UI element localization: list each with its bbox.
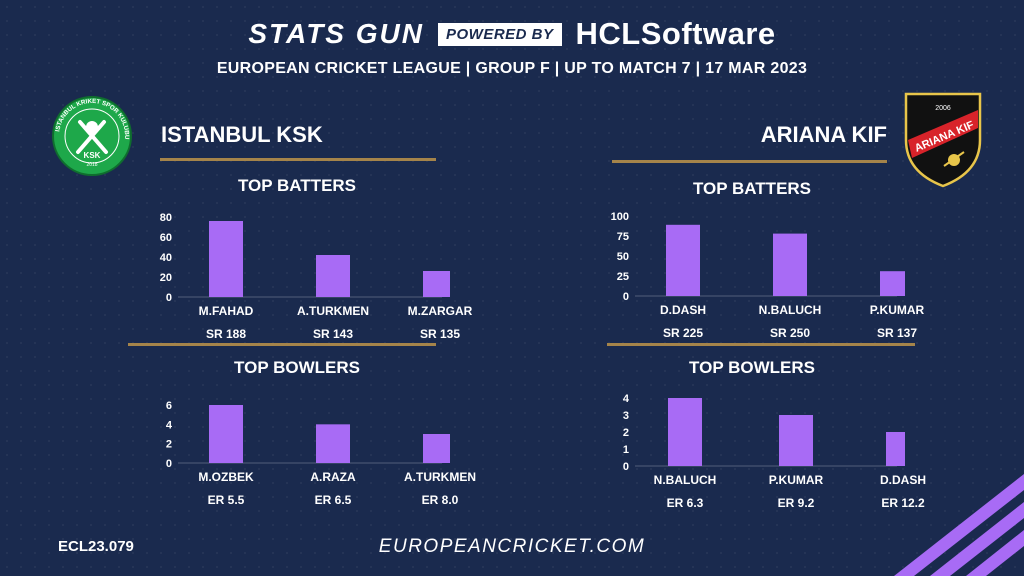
- divider-right-mid: [607, 343, 915, 346]
- chart-svg: 0 25 50 75 100: [611, 211, 914, 303]
- data-label: ER 6.3: [666, 496, 704, 510]
- header: STATS GUN POWERED BY HCLSoftware EUROPEA…: [0, 14, 1024, 78]
- bar: [779, 415, 813, 466]
- category-label: D.DASH: [879, 473, 926, 487]
- sponsor-logo-text: HCLSoftware: [575, 16, 776, 51]
- team-name-right: ARIANA KIF: [760, 122, 887, 147]
- data-label: SR 250: [769, 326, 811, 340]
- divider-left-mid: [128, 343, 436, 346]
- y-tick-label: 6: [166, 400, 172, 412]
- y-tick-label: 20: [160, 272, 172, 284]
- graphic-code: ECL23.079: [58, 538, 134, 555]
- y-tick-label: 0: [166, 458, 172, 467]
- category-label: A.TURKMEN: [297, 304, 369, 318]
- category-label: P.KUMAR: [869, 303, 925, 317]
- chart-right-bowlers: 0 1 2 3 4 N.BALUCH ER 6.3 P.KUMAR ER 9.2 D.DASH ER…: [605, 393, 926, 518]
- data-label: ER 9.2: [777, 496, 815, 510]
- section-title-left-batters: TOP BATTERS: [237, 176, 357, 195]
- divider-left-top: [160, 158, 436, 161]
- bar: [316, 424, 350, 463]
- chart-right-batters: 0 25 50 75 100 D.DASH SR 225 N.BALUCH SR 250 P.KU…: [605, 211, 925, 348]
- y-tick-label: 40: [160, 252, 172, 264]
- section-title-left-bowlers: TOP BOWLERS: [234, 358, 360, 377]
- category-label: M.ZARGAR: [407, 304, 473, 318]
- data-label: SR 143: [312, 327, 354, 341]
- y-tick-label: 25: [617, 271, 629, 283]
- y-tick-label: 0: [166, 292, 172, 301]
- y-tick-label: 4: [166, 419, 173, 431]
- y-tick-label: 60: [160, 232, 172, 244]
- bar: [209, 405, 243, 463]
- bar: [423, 434, 457, 463]
- istanbul-ksk-logo: ISTANBUL KRIKET SPOR KULUBU KSK 2018: [52, 96, 132, 176]
- decorative-stripes: [894, 474, 1024, 576]
- chart-left-batters: 0 20 40 60 80 M.FAHAD SR 188 A.TURKMEN SR 143 M.Z…: [150, 212, 473, 349]
- powered-by-badge: POWERED BY: [437, 22, 562, 46]
- y-tick-label: 100: [611, 211, 629, 223]
- category-label: N.BALUCH: [653, 473, 717, 487]
- data-label: ER 12.2: [881, 496, 925, 510]
- bar: [880, 271, 914, 296]
- y-tick-label: 80: [160, 212, 172, 224]
- brand-title: STATS GUN: [248, 18, 424, 49]
- data-label: ER 6.5: [314, 493, 352, 507]
- left-logo-year: 2018: [86, 162, 97, 168]
- website-link[interactable]: EUROPEANCRICKET.COM: [378, 536, 646, 557]
- ariana-kif-logo: 2006 ARIANA KIF: [904, 92, 982, 188]
- team-name-left: ISTANBUL KSK: [161, 122, 323, 147]
- chart-svg: 0 20 40 60 80: [160, 212, 457, 304]
- y-tick-label: 3: [623, 410, 629, 422]
- bar: [886, 432, 920, 466]
- data-label: SR 225: [662, 326, 704, 340]
- y-tick-label: 1: [623, 444, 629, 456]
- category-label: N.BALUCH: [758, 303, 822, 317]
- chart-left-bowlers: 0 2 4 6 M.OZBEK ER 5.5 A.RAZA ER 6.5 A.TURKMEN ER…: [150, 398, 476, 515]
- data-label: SR 188: [205, 327, 247, 341]
- category-label: M.FAHAD: [198, 304, 254, 318]
- y-tick-label: 2: [623, 427, 629, 439]
- section-title-right-bowlers: TOP BOWLERS: [689, 358, 815, 377]
- section-title-right-batters: TOP BATTERS: [692, 179, 812, 198]
- divider-right-top: [612, 160, 887, 163]
- data-label: SR 135: [419, 327, 461, 341]
- bar: [668, 398, 702, 466]
- bar: [773, 233, 807, 296]
- bar: [209, 221, 243, 297]
- category-label: A.TURKMEN: [404, 470, 476, 484]
- chart-svg: 0 1 2 3 4: [623, 393, 920, 473]
- y-tick-label: 2: [166, 439, 172, 451]
- data-label: ER 5.5: [207, 493, 245, 507]
- category-label: A.RAZA: [310, 470, 356, 484]
- category-label: M.OZBEK: [198, 470, 254, 484]
- left-logo-initials: KSK: [84, 151, 101, 160]
- right-logo-year: 2006: [935, 105, 951, 112]
- y-tick-label: 0: [623, 291, 629, 300]
- bar: [666, 224, 700, 296]
- brand-row: STATS GUN POWERED BY HCLSoftware: [0, 14, 1024, 54]
- y-tick-label: 50: [617, 251, 629, 263]
- y-tick-label: 75: [617, 231, 629, 243]
- y-tick-label: 0: [623, 461, 629, 470]
- chart-svg: 0 2 4 6: [166, 400, 457, 470]
- data-label: ER 8.0: [421, 493, 459, 507]
- data-label: SR 137: [876, 326, 918, 340]
- page-subtitle: EUROPEAN CRICKET LEAGUE | GROUP F | UP T…: [216, 60, 808, 77]
- y-tick-label: 4: [623, 393, 630, 405]
- category-label: P.KUMAR: [768, 473, 824, 487]
- bar: [316, 255, 350, 297]
- category-label: D.DASH: [659, 303, 706, 317]
- bar: [423, 271, 457, 297]
